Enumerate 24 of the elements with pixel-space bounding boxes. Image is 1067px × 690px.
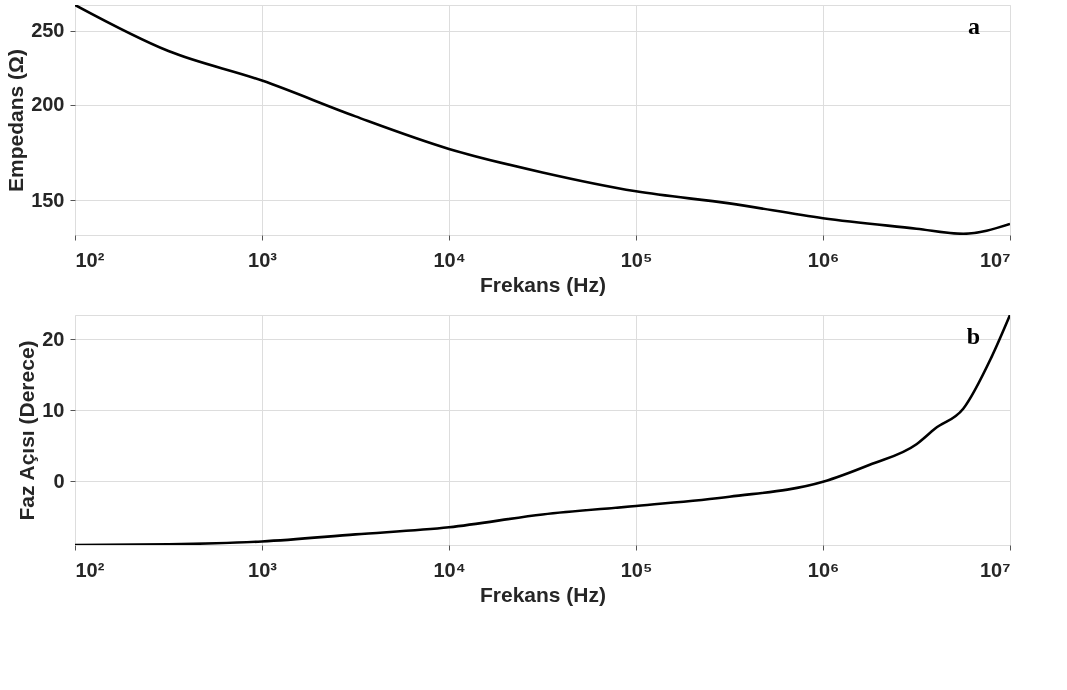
x-tick-label: 10⁶	[807, 248, 840, 271]
x-tick-label: 10²	[75, 248, 105, 271]
x-tick-label: 10³	[248, 558, 278, 581]
x-tick-label: 10⁵	[620, 558, 653, 581]
y-tick-label: 0	[53, 469, 65, 492]
x-tick-label: 10⁷	[980, 248, 1011, 271]
y-axis-title: Faz Açısı (Derece)	[15, 340, 39, 521]
x-tick-label: 10²	[75, 558, 105, 581]
x-axis-title: Frekans (Hz)	[479, 582, 607, 606]
x-tick-label: 10⁷	[980, 558, 1011, 581]
y-tick-label: 150	[31, 188, 65, 211]
x-axis-title: Frekans (Hz)	[479, 272, 607, 296]
x-tick-label: 10⁶	[807, 558, 840, 581]
x-tick-label: 10⁴	[433, 248, 466, 271]
x-tick-label: 10⁴	[433, 558, 466, 581]
y-tick-label: 10	[42, 398, 65, 421]
y-tick-label: 250	[31, 19, 65, 42]
annotation: a	[968, 13, 980, 39]
y-axis-title: Empedans (Ω)	[4, 49, 28, 192]
x-tick-label: 10⁵	[620, 248, 653, 271]
x-tick-label: 10³	[248, 248, 278, 271]
y-tick-label: 20	[42, 327, 65, 350]
y-tick-label: 200	[31, 93, 65, 116]
annotation: b	[966, 323, 980, 349]
